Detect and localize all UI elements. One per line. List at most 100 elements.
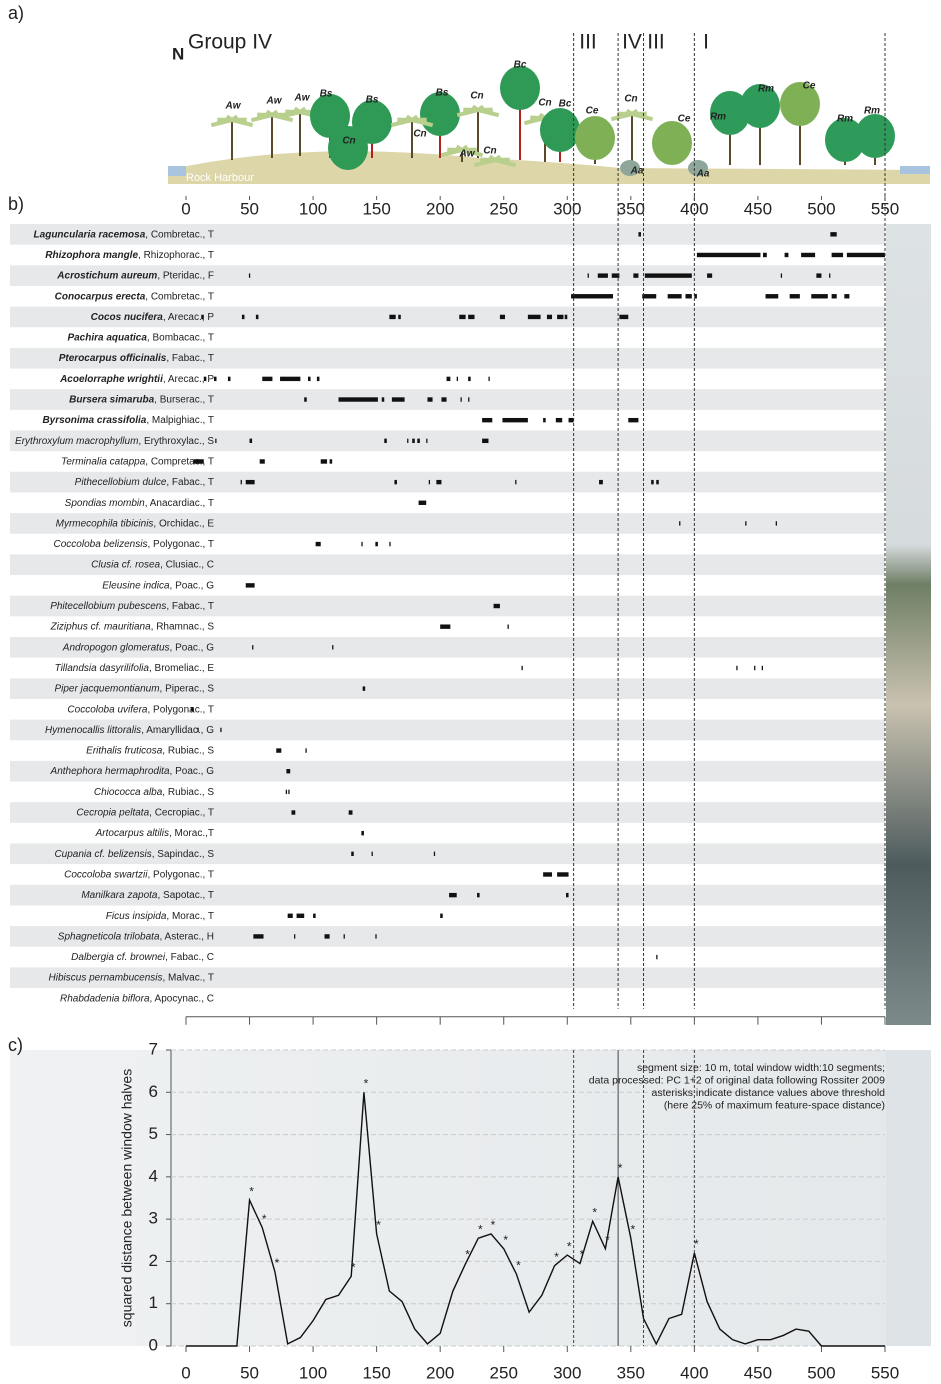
presence-segment [831, 252, 844, 258]
species-detail: , Sapindac., S [152, 848, 215, 859]
presence-segment [426, 438, 428, 444]
presence-segment [619, 314, 629, 320]
presence-segment [338, 397, 378, 402]
photo-strip [886, 224, 931, 1025]
tree-crown [540, 108, 580, 152]
species-detail: , Erythroxylac., S [138, 435, 214, 446]
threshold-marker: * [491, 1218, 496, 1232]
row-band [10, 265, 885, 286]
species-detail: , Malvac., T [163, 972, 215, 983]
presence-segment [220, 727, 222, 733]
species-detail: , Fabac., T [166, 601, 214, 612]
presence-segment [611, 273, 620, 278]
presence-segment [433, 851, 436, 857]
presence-segment [597, 273, 608, 278]
species-name: Cocos nucifera [91, 312, 164, 323]
presence-segment [456, 376, 458, 382]
presence-segment [679, 521, 681, 526]
presence-segment [296, 913, 305, 918]
species-name: Artocarpus altilis [95, 828, 169, 839]
row-label: Hymenocallis littoralis, Amaryllidac., G [45, 725, 214, 736]
row-label: Coccoloba swartzii, Polygonac., T [64, 869, 214, 880]
x-tick-label: 500 [807, 199, 835, 218]
species-detail: , Rubiac., S [162, 787, 214, 798]
row-label: Terminalia catappa, Compretac., T [61, 456, 214, 467]
tree-label: Aw [294, 93, 311, 104]
presence-segment [240, 479, 242, 485]
presence-segment [707, 273, 713, 278]
presence-segment [320, 459, 328, 464]
species-name: Coccoloba swartzii [64, 869, 148, 880]
presence-segment [599, 479, 603, 485]
tree-label: Aw [225, 101, 242, 112]
tree-frond [411, 118, 434, 128]
presence-segment [482, 438, 489, 444]
presence-segment [844, 294, 850, 299]
x-tick-label: 450 [744, 199, 772, 218]
species-detail: , Poac., G [170, 642, 215, 653]
row-band [10, 719, 885, 741]
x-tick-label: 100 [299, 1363, 327, 1382]
tree-crown [710, 91, 750, 135]
threshold-marker: * [465, 1248, 470, 1262]
presence-segment [846, 252, 885, 258]
presence-segment [371, 851, 373, 857]
data-line [186, 1092, 885, 1347]
species-detail: , Fabac., T [166, 477, 214, 488]
presence-segment [391, 397, 405, 402]
row-band [10, 678, 885, 699]
presence-segment [507, 624, 509, 629]
tree-frond [488, 154, 497, 162]
row-band [10, 306, 885, 328]
species-detail: , Cecropiac., T [149, 807, 214, 818]
presence-segment [644, 273, 692, 278]
tree-crown [500, 66, 540, 110]
y-tick-label: 5 [149, 1124, 158, 1143]
presence-segment [201, 314, 204, 320]
presence-segment [543, 417, 546, 423]
tree-label: Ce [586, 106, 599, 117]
species-detail: , Apocynac., C [150, 993, 214, 1004]
x-tick-label: 50 [240, 1363, 259, 1382]
species-name: Erithalis fruticosa [86, 745, 163, 756]
tree-label: Bs [436, 88, 449, 99]
species-name: Coccoloba uvifera [67, 704, 147, 715]
row-label: Sphagneticola trilobata, Asterac., H [58, 931, 214, 942]
presence-segment [628, 417, 639, 423]
tree-frond [631, 112, 654, 122]
presence-segment [305, 748, 307, 753]
x-tick-label: 400 [680, 1363, 708, 1382]
species-name: Sphagneticola trilobata [58, 931, 160, 942]
presence-segment [193, 459, 204, 464]
presence-segment [418, 500, 427, 505]
presence-segment [375, 934, 377, 939]
species-name: Rhabdadenia biflora [60, 993, 150, 1004]
tree-label: Cn [470, 91, 483, 102]
row-label: Tillandsia dasyrilifolia, Bromeliac., E [55, 663, 215, 674]
tree-label: Rm [710, 112, 726, 123]
presence-segment [407, 438, 409, 444]
x-tick-label: 350 [617, 199, 645, 218]
presence-segment [285, 789, 288, 795]
presence-segment [557, 872, 569, 877]
y-axis-title: squared distance between window halves [119, 1069, 135, 1327]
species-name: Conocarpus erecta [55, 291, 146, 302]
presence-segment [249, 438, 253, 444]
presence-segment [262, 376, 273, 382]
presence-segment [830, 232, 837, 237]
presence-segment [460, 397, 462, 402]
presence-segment [557, 314, 564, 320]
row-label: Acrostichum aureum, Pteridac., F [56, 270, 214, 281]
y-tick-label: 1 [149, 1293, 158, 1312]
tree-crown [575, 116, 615, 160]
ground [168, 151, 930, 184]
row-label: Eleusine indica, Poac., G [102, 580, 214, 591]
presence-segment [436, 479, 442, 485]
tree-label: Ce [803, 81, 816, 92]
presence-segment [308, 376, 311, 382]
y-tick-label: 6 [149, 1082, 158, 1101]
row-label: Erythroxylum macrophyllum, Erythroxylac.… [15, 435, 214, 446]
presence-segment [343, 934, 345, 939]
presence-segment [203, 376, 207, 382]
photo-strip [886, 1050, 931, 1346]
